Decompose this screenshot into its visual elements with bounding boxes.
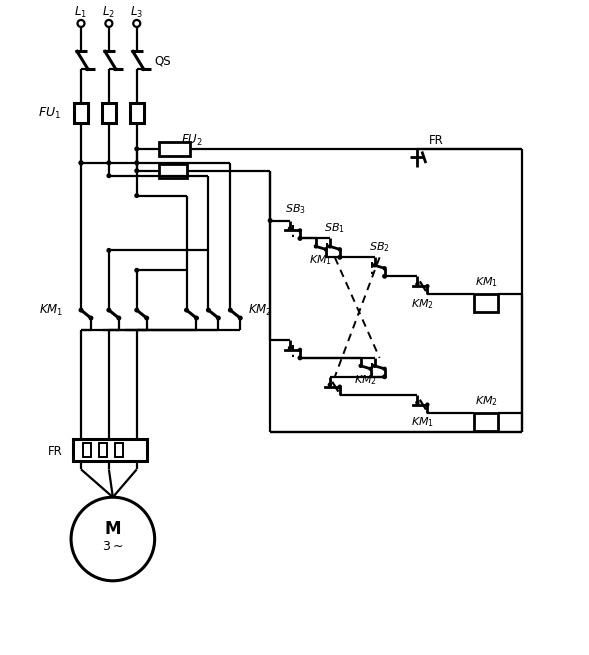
Bar (115, 443, 123, 457)
Circle shape (117, 316, 121, 320)
Text: $FU_1$: $FU_1$ (38, 105, 61, 121)
Circle shape (134, 168, 139, 173)
Bar (102, 103, 116, 123)
Text: $L_2$: $L_2$ (102, 5, 115, 20)
Circle shape (133, 20, 140, 27)
Text: $KM_1$: $KM_1$ (309, 253, 332, 267)
Bar (474, 413, 498, 430)
Bar (130, 103, 144, 123)
Circle shape (382, 266, 387, 271)
Circle shape (359, 364, 363, 368)
Circle shape (134, 193, 139, 198)
Text: QS: QS (155, 55, 171, 67)
Circle shape (425, 284, 429, 288)
Text: $KM_1$: $KM_1$ (475, 275, 498, 289)
Circle shape (382, 274, 387, 279)
Circle shape (71, 497, 155, 581)
Circle shape (372, 263, 377, 267)
Text: FR: FR (48, 445, 63, 458)
Circle shape (107, 160, 111, 165)
Circle shape (297, 356, 303, 360)
Circle shape (206, 308, 211, 312)
Circle shape (337, 247, 342, 252)
Text: FR: FR (429, 134, 444, 147)
Circle shape (107, 248, 111, 253)
Text: $KM_2$: $KM_2$ (475, 394, 498, 407)
Circle shape (327, 244, 332, 249)
Text: $3{\sim}$: $3{\sim}$ (102, 540, 124, 553)
Text: $SB_1$: $SB_1$ (325, 221, 345, 235)
Circle shape (105, 20, 112, 27)
Circle shape (238, 316, 243, 320)
Text: $SB_2$: $SB_2$ (369, 240, 390, 254)
Circle shape (297, 236, 303, 241)
Circle shape (216, 316, 221, 320)
Circle shape (382, 367, 387, 371)
Circle shape (107, 308, 111, 312)
Circle shape (298, 348, 302, 352)
Text: $KM_2$: $KM_2$ (248, 303, 273, 318)
Circle shape (298, 229, 302, 233)
Circle shape (337, 384, 342, 389)
Circle shape (314, 244, 318, 249)
Circle shape (184, 308, 189, 312)
Circle shape (78, 160, 84, 165)
Circle shape (324, 247, 328, 252)
Circle shape (78, 20, 84, 27)
Circle shape (134, 160, 139, 165)
Text: $KM_1$: $KM_1$ (411, 416, 434, 430)
Circle shape (134, 268, 139, 272)
Circle shape (144, 316, 149, 320)
Bar (99, 443, 107, 457)
Text: M: M (105, 520, 121, 538)
Circle shape (107, 173, 111, 178)
Circle shape (425, 402, 429, 407)
Circle shape (415, 282, 419, 286)
Text: $KM_2$: $KM_2$ (354, 373, 377, 386)
Bar (158, 164, 187, 178)
Circle shape (88, 316, 94, 320)
Text: $SB_3$: $SB_3$ (284, 202, 306, 216)
Text: $FU_2$: $FU_2$ (181, 134, 203, 149)
Circle shape (194, 316, 199, 320)
Circle shape (327, 383, 332, 387)
Circle shape (78, 160, 84, 165)
Bar (474, 294, 498, 312)
Circle shape (372, 364, 377, 368)
Bar (83, 443, 91, 457)
Circle shape (337, 255, 342, 260)
Circle shape (382, 374, 387, 379)
Circle shape (288, 226, 292, 231)
Circle shape (288, 346, 292, 350)
Circle shape (228, 308, 233, 312)
Bar (74, 103, 88, 123)
Circle shape (134, 146, 139, 151)
Circle shape (369, 367, 373, 371)
Bar (73, 440, 147, 461)
Circle shape (134, 308, 139, 312)
Text: $L_1$: $L_1$ (74, 5, 88, 20)
Circle shape (267, 218, 273, 223)
Bar (158, 142, 190, 156)
Circle shape (415, 400, 419, 405)
Text: $KM_1$: $KM_1$ (39, 303, 63, 318)
Text: $KM_2$: $KM_2$ (411, 297, 434, 311)
Text: $L_3$: $L_3$ (130, 5, 143, 20)
Circle shape (78, 308, 84, 312)
